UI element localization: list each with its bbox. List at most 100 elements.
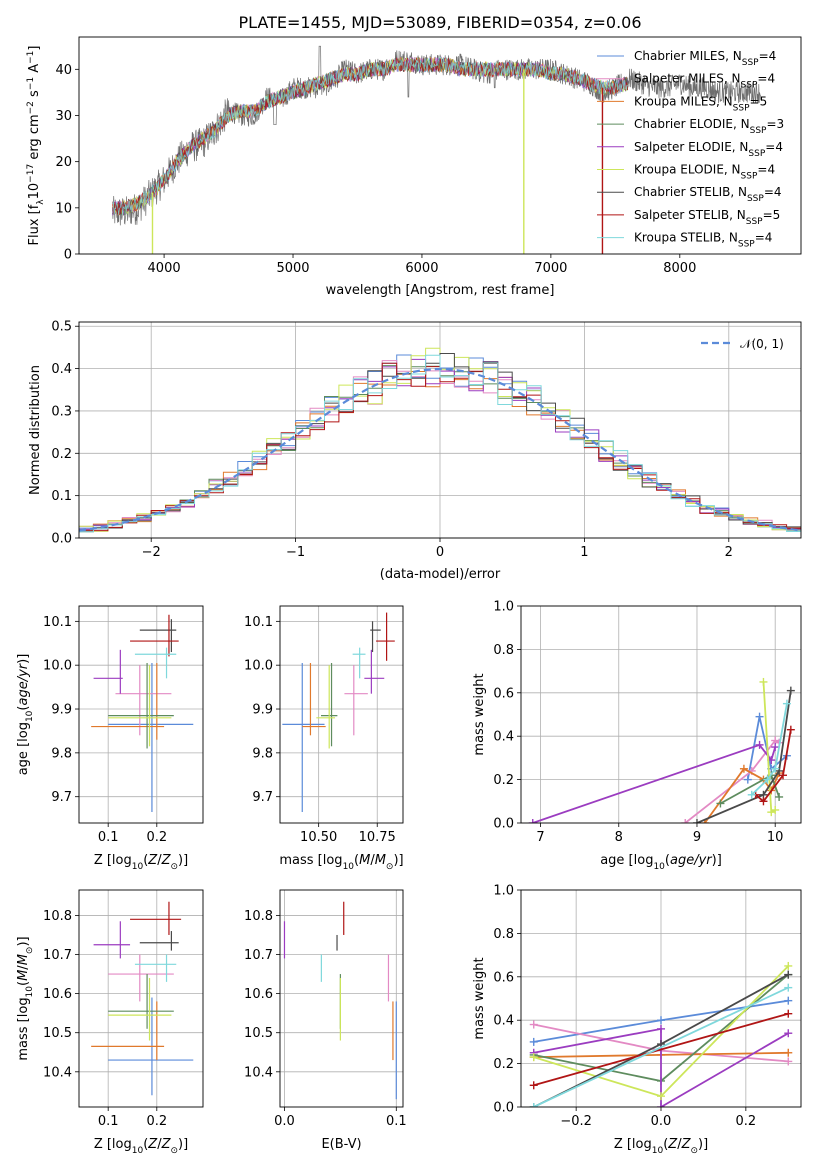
legend-sub: SSP — [747, 194, 764, 204]
x-tick-label: 7 — [536, 830, 544, 845]
x-tick-label: 7000 — [534, 261, 567, 276]
legend-label: Salpeter ELODIE, NSSP=4 — [634, 140, 783, 159]
legend-label: Kroupa ELODIE, NSSP=4 — [634, 163, 775, 182]
weight-line — [751, 703, 788, 796]
x-tick-label: 10.75 — [359, 830, 396, 845]
x-tick-label: 5000 — [276, 261, 309, 276]
label-part: −1 — [26, 51, 36, 64]
y-tick-label: 0.2 — [493, 773, 514, 788]
weight_vs_Z-ylabel: mass weight — [472, 957, 487, 1039]
label-part: ⊙ — [170, 862, 178, 872]
label-part: −17 — [26, 164, 36, 183]
weight_vs_Z-lines — [529, 961, 793, 1107]
label-part: ( — [354, 853, 359, 868]
label-part: M — [375, 853, 386, 868]
x-tick-label: 0.1 — [386, 1114, 407, 1129]
label-part: )] — [712, 853, 722, 868]
label-part: ⊙ — [170, 1146, 178, 1156]
legend-sub: SSP — [748, 149, 765, 159]
y-tick-label: 9.8 — [51, 746, 72, 761]
legend-sub: SSP — [741, 81, 758, 91]
label-part: s — [27, 90, 42, 101]
x-tick-label: 9 — [693, 830, 701, 845]
legend-sub: SSP — [741, 172, 758, 182]
weight-line — [696, 690, 792, 823]
label-part: ( — [663, 1137, 668, 1152]
weight-line — [684, 739, 780, 823]
legend-label: Kroupa MILES, NSSP=5 — [634, 94, 767, 113]
y-tick-label: 1.0 — [493, 600, 514, 615]
mass_vs_ebv-errorbars — [283, 901, 397, 1100]
x-tick-label: 10.50 — [300, 830, 337, 845]
legend-text: Kroupa ELODIE, N — [634, 163, 741, 177]
weight_vs_age-lines — [528, 677, 795, 823]
label-part: mass [log — [16, 997, 31, 1060]
label-part: Z — [147, 1137, 158, 1152]
spectrum-axes: 4000 5000 6000 7000 8000 0 10 20 30 40 — [55, 63, 696, 276]
legend-label: Chabrier ELODIE, NSSP=3 — [634, 117, 784, 136]
legend-text: Chabrier MILES, N — [634, 49, 742, 63]
x-tick-label: 0.0 — [651, 1114, 672, 1129]
weight-line — [755, 729, 792, 803]
legend-suffix: =5 — [750, 94, 768, 108]
residual-hist-step — [79, 354, 801, 533]
legend-suffix: =3 — [766, 117, 784, 131]
label-part: A — [27, 64, 42, 77]
x-tick-label: 0 — [436, 545, 444, 560]
label-part: Z [log — [614, 1137, 652, 1152]
weight-line — [746, 716, 788, 780]
label-part: 10 — [132, 862, 144, 872]
label-part: )] — [393, 853, 403, 868]
mass_vs_ebv-xlabel: E(B-V) — [321, 1137, 361, 1152]
weight_vs_age-axes: 7 8 9 10 0.0 0.2 0.4 0.6 0.8 1.0 — [493, 600, 801, 845]
x-tick-label: 8 — [615, 830, 623, 845]
age_vs_mass-axes: 10.50 10.75 9.7 9.8 9.9 10.0 10.1 — [244, 606, 403, 845]
legend-suffix: =4 — [765, 140, 783, 154]
x-tick-label: 1 — [580, 545, 588, 560]
spectrum-ylabel: Flux [fλ10−17 erg cm−2 s−1 A−1] — [26, 46, 46, 246]
x-tick-label: 0.0 — [274, 1114, 295, 1129]
label-part: / — [157, 1137, 162, 1152]
legend-suffix: =4 — [757, 163, 775, 177]
y-tick-label: 0.4 — [493, 730, 514, 745]
label-part: 10 — [343, 862, 355, 872]
y-tick-label: 10.5 — [43, 1026, 72, 1041]
label-part: ( — [16, 706, 31, 711]
spectrum-model-line — [112, 57, 629, 216]
residual-hist-step — [79, 360, 801, 534]
y-tick-label: 20 — [55, 155, 72, 170]
age_vs_mass-frame — [279, 605, 404, 824]
residual-hist-step — [79, 353, 801, 532]
y-tick-label: 10.8 — [43, 909, 72, 924]
legend-label: Salpeter MILES, NSSP=4 — [634, 72, 775, 91]
label-part: )] — [16, 654, 31, 664]
mass_vs_Z-axes: 0.1 0.2 10.4 10.5 10.6 10.7 10.8 — [43, 890, 203, 1129]
y-tick-label: 10.0 — [244, 659, 273, 674]
label-part: / — [157, 853, 162, 868]
legend-sub: SSP — [750, 126, 767, 136]
label-part: mass [log — [279, 853, 342, 868]
y-tick-label: 0.8 — [493, 927, 514, 942]
label-part: M — [16, 970, 31, 981]
age_vs_Z-errorbars — [91, 614, 194, 813]
label-part: ( — [143, 1137, 148, 1152]
normal-curve — [79, 367, 801, 532]
y-tick-label: 9.9 — [51, 703, 72, 718]
spectrum-model-line — [112, 57, 629, 215]
spectrum-model-line — [112, 57, 629, 216]
label-part: −2 — [26, 101, 36, 114]
residuals-axes: −2 −1 0 1 2 0.0 0.1 0.2 0.3 0.4 0.5 — [51, 320, 801, 560]
legend-suffix: =4 — [757, 72, 775, 86]
x-tick-label: 0.1 — [98, 1114, 119, 1129]
label-part: / — [16, 965, 31, 970]
residuals-xlabel: (data-model)/error — [380, 567, 501, 582]
x-tick-label: 4000 — [148, 261, 181, 276]
legend-label: Chabrier STELIB, NSSP=4 — [634, 185, 782, 204]
x-tick-label: 0.2 — [736, 1114, 757, 1129]
y-tick-label: 10.6 — [244, 987, 273, 1002]
weight-line — [533, 986, 789, 1107]
y-tick-label: 0.4 — [51, 362, 72, 377]
label-part: Z — [681, 1137, 692, 1152]
x-tick-label: 8000 — [663, 261, 696, 276]
